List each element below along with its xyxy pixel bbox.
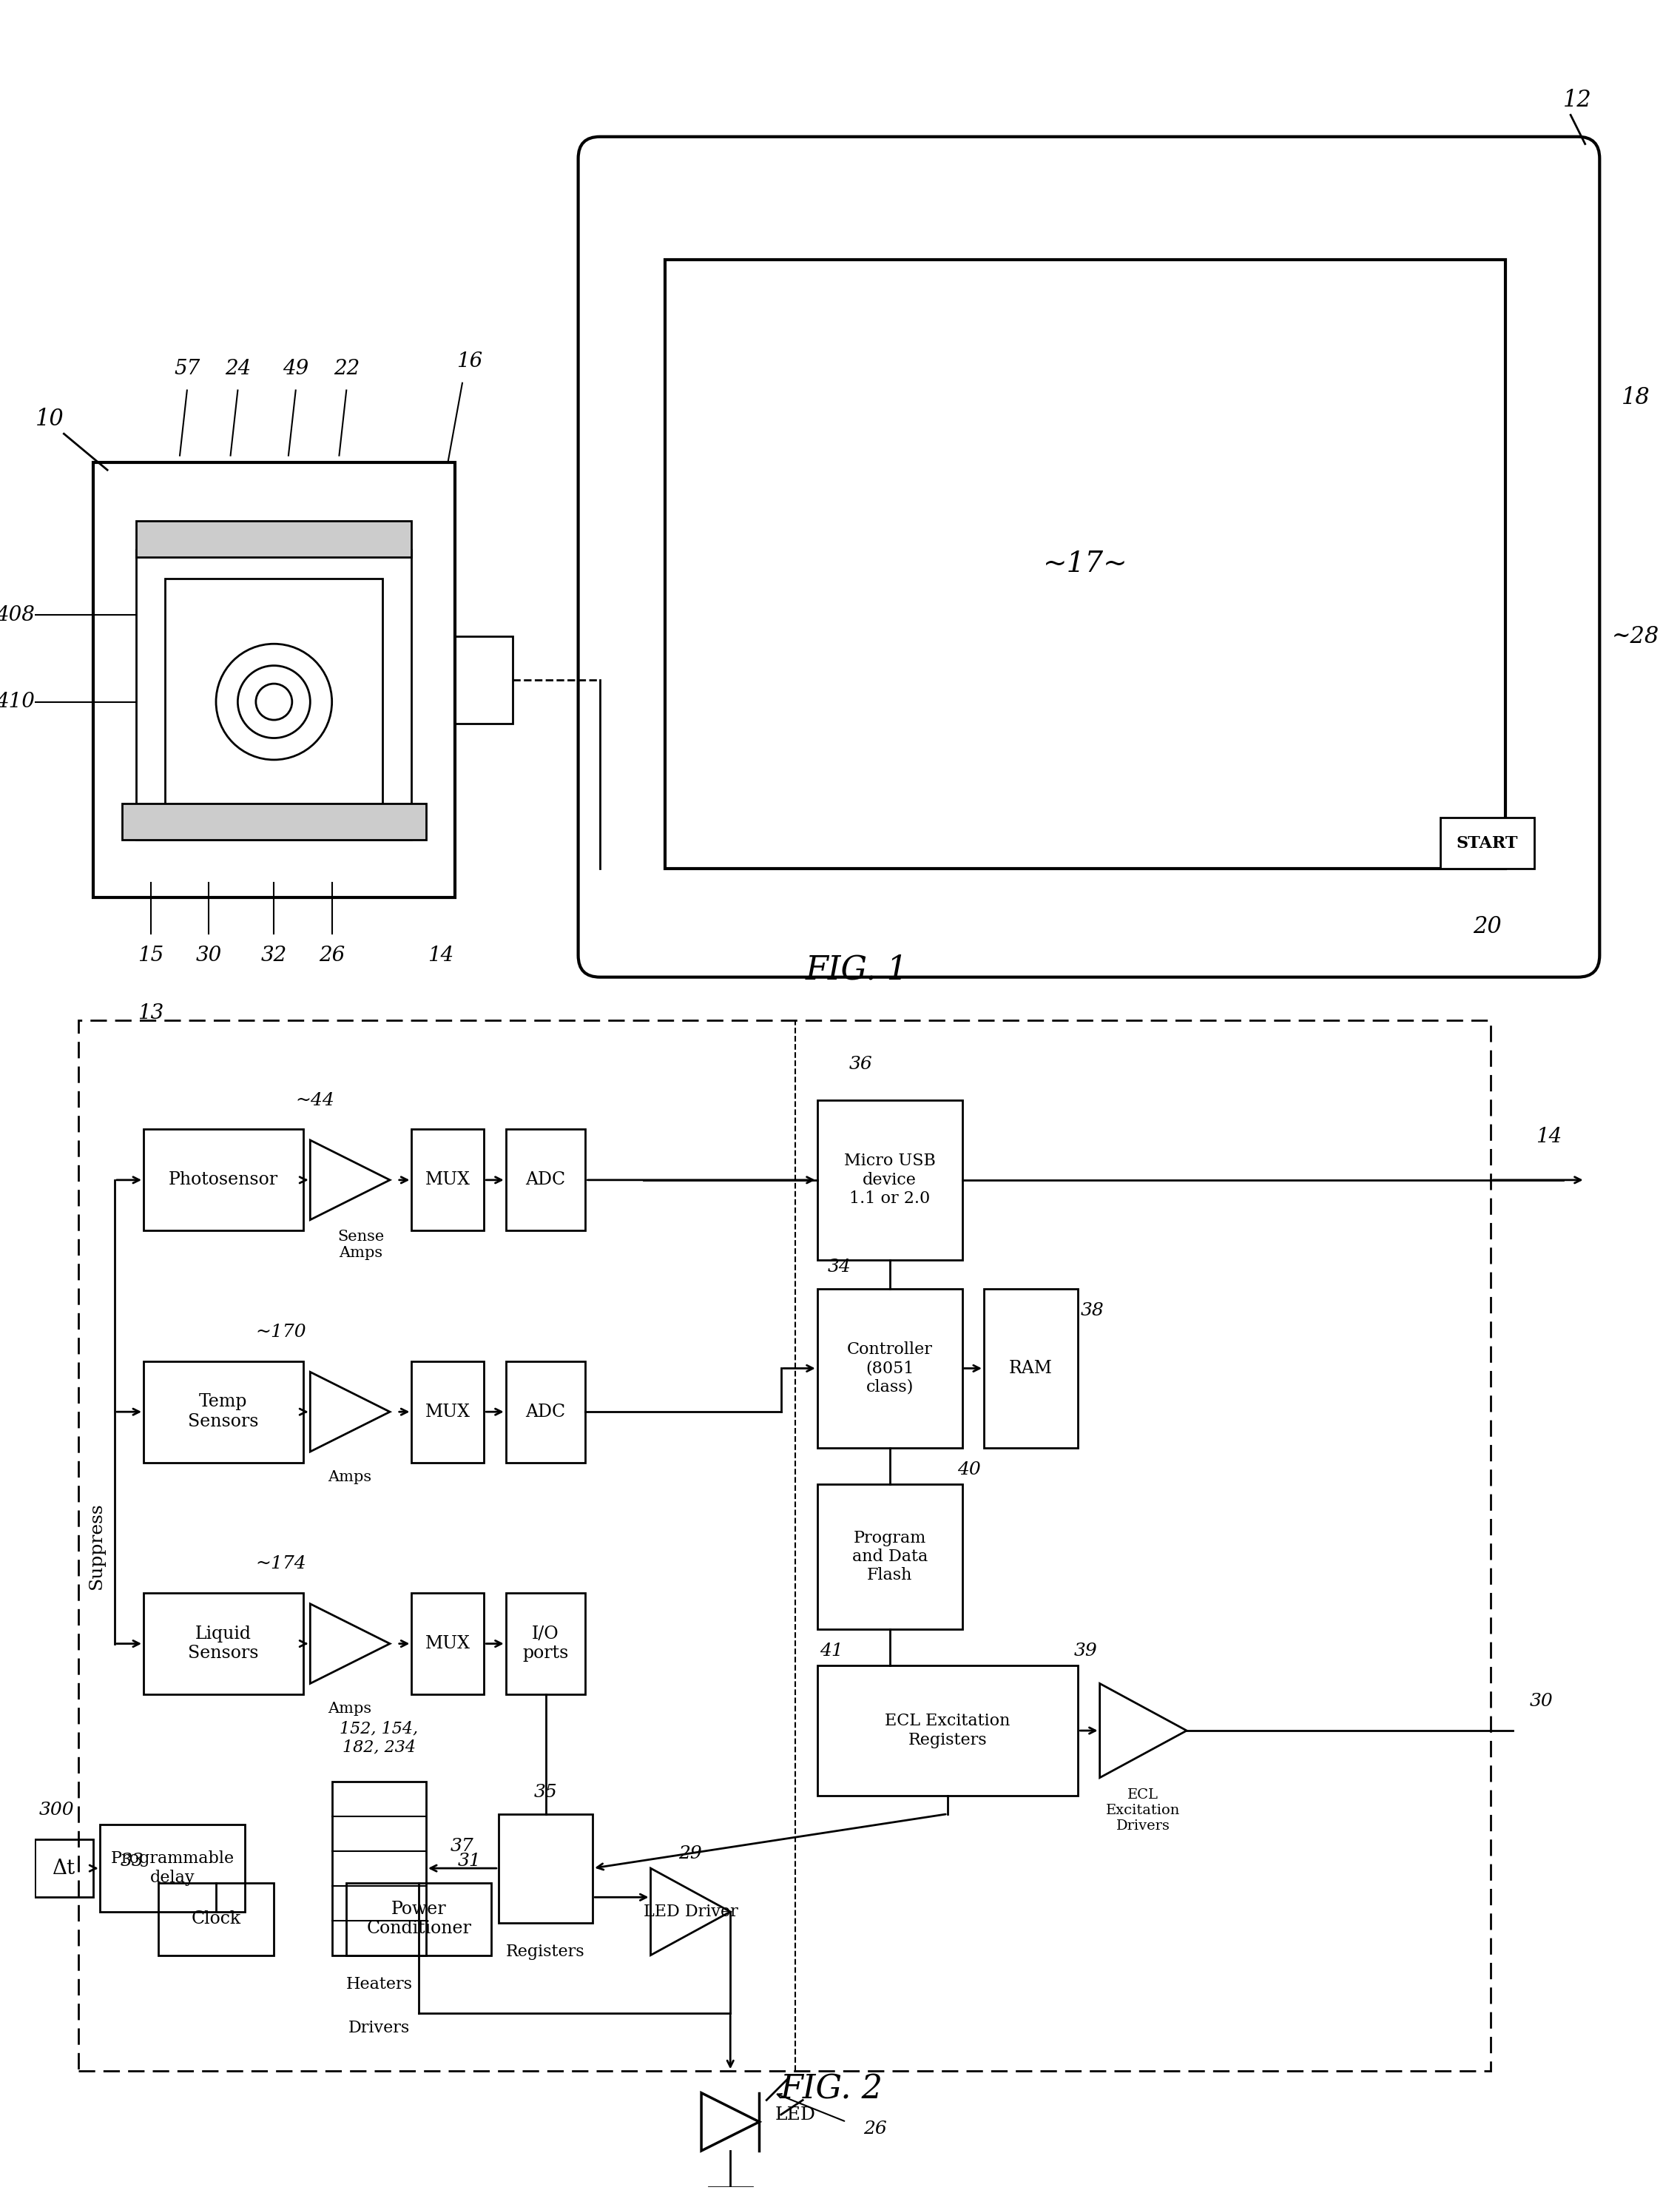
Text: Liquid
Sensors: Liquid Sensors <box>188 1624 259 1662</box>
Bar <box>92 462 455 897</box>
Bar <box>412 1361 484 1463</box>
Text: LED Driver: LED Driver <box>643 1903 738 1920</box>
FancyBboxPatch shape <box>578 137 1599 977</box>
Bar <box>412 1129 484 1231</box>
Bar <box>143 1593 302 1695</box>
Text: 38: 38 <box>1080 1302 1104 1319</box>
Text: 32: 32 <box>260 946 287 966</box>
Text: 26: 26 <box>864 2122 887 2137</box>
Text: 20: 20 <box>1473 915 1502 937</box>
Bar <box>412 1593 484 1695</box>
Text: Photosensor: Photosensor <box>168 1171 279 1189</box>
Text: I/O
ports: I/O ports <box>522 1624 568 1662</box>
Bar <box>101 1825 245 1912</box>
Text: Program
and Data
Flash: Program and Data Flash <box>852 1529 927 1585</box>
Text: ECL
Excitation
Drivers: ECL Excitation Drivers <box>1105 1788 1181 1832</box>
Text: Temp
Sensors: Temp Sensors <box>188 1395 259 1430</box>
Text: 30: 30 <box>197 946 222 966</box>
Text: 14: 14 <box>427 946 454 966</box>
Text: 22: 22 <box>333 358 360 378</box>
Text: ADC: ADC <box>526 1171 566 1189</box>
Bar <box>665 261 1505 869</box>
Text: Clock: Clock <box>192 1909 240 1927</box>
Bar <box>506 1593 585 1695</box>
Text: 24: 24 <box>225 358 250 378</box>
Text: 39: 39 <box>1074 1642 1097 1660</box>
Text: 33: 33 <box>119 1852 143 1870</box>
Text: ~44: ~44 <box>296 1092 334 1109</box>
Bar <box>333 1781 427 1956</box>
Text: ~28: ~28 <box>1613 625 1660 648</box>
Text: 14: 14 <box>1536 1127 1562 1147</box>
Text: Heaters: Heaters <box>346 1976 412 1991</box>
Text: ~170: ~170 <box>255 1324 306 1341</box>
Bar <box>165 579 383 811</box>
Text: 408: 408 <box>0 606 35 625</box>
Text: ~17~: ~17~ <box>1043 550 1127 577</box>
Text: Registers: Registers <box>506 1943 585 1960</box>
Text: Amps: Amps <box>328 1470 371 1485</box>
Bar <box>143 1129 302 1231</box>
Bar <box>455 636 512 723</box>
Text: ADC: ADC <box>526 1403 566 1421</box>
Text: 57: 57 <box>175 358 200 378</box>
Bar <box>35 1839 92 1896</box>
Text: Drivers: Drivers <box>348 2020 410 2035</box>
Bar <box>506 1361 585 1463</box>
Bar <box>136 522 412 557</box>
Bar <box>816 1288 963 1448</box>
Text: MUX: MUX <box>425 1171 470 1189</box>
Text: FIG. 2: FIG. 2 <box>780 2073 884 2106</box>
Text: 13: 13 <box>138 1003 165 1023</box>
Text: 18: 18 <box>1621 387 1650 409</box>
Bar <box>136 550 412 840</box>
Text: MUX: MUX <box>425 1403 470 1421</box>
Bar <box>158 1883 274 1956</box>
Text: Programmable
delay: Programmable delay <box>111 1850 235 1885</box>
Text: 300: 300 <box>39 1801 74 1819</box>
Text: 41: 41 <box>820 1642 843 1660</box>
Text: Sense
Amps: Sense Amps <box>338 1231 385 1260</box>
Text: MUX: MUX <box>425 1635 470 1653</box>
Text: 15: 15 <box>138 946 165 966</box>
Text: 30: 30 <box>1530 1693 1554 1711</box>
Text: 31: 31 <box>459 1852 480 1870</box>
Text: 29: 29 <box>679 1845 702 1863</box>
Text: Controller
(8051
class): Controller (8051 class) <box>847 1341 932 1395</box>
Bar <box>506 1129 585 1231</box>
Bar <box>816 1666 1079 1797</box>
Text: 10: 10 <box>35 409 64 431</box>
Bar <box>499 1814 593 1923</box>
Bar <box>143 1361 302 1463</box>
Text: 36: 36 <box>848 1056 872 1072</box>
Text: 35: 35 <box>534 1783 558 1801</box>
Text: 49: 49 <box>282 358 309 378</box>
Text: Suppress: Suppress <box>87 1503 104 1589</box>
Text: 26: 26 <box>319 946 344 966</box>
Text: RAM: RAM <box>1010 1359 1053 1377</box>
Text: Power
Conditioner: Power Conditioner <box>366 1901 472 1938</box>
Bar <box>346 1883 491 1956</box>
Text: 12: 12 <box>1564 88 1593 113</box>
Text: Δt: Δt <box>52 1859 76 1878</box>
Bar <box>816 1485 963 1629</box>
Text: 40: 40 <box>958 1461 981 1478</box>
Text: START: START <box>1457 835 1519 851</box>
Text: ECL Excitation
Registers: ECL Excitation Registers <box>885 1713 1010 1748</box>
Text: ~174: ~174 <box>255 1556 306 1574</box>
Bar <box>984 1288 1079 1448</box>
Text: LED: LED <box>774 2106 816 2124</box>
Text: 410: 410 <box>0 692 35 712</box>
Text: 34: 34 <box>827 1257 850 1275</box>
Text: 16: 16 <box>457 351 482 371</box>
Bar <box>123 802 427 840</box>
Bar <box>816 1101 963 1260</box>
Text: 152, 154,
182, 234: 152, 154, 182, 234 <box>339 1719 418 1755</box>
Text: Amps: Amps <box>328 1702 371 1715</box>
Text: FIG. 1: FIG. 1 <box>806 955 909 986</box>
Text: 37: 37 <box>450 1839 474 1854</box>
Text: Micro USB
device
1.1 or 2.0: Micro USB device 1.1 or 2.0 <box>843 1154 936 1207</box>
Bar <box>79 1021 1490 2071</box>
Bar <box>1440 818 1534 869</box>
